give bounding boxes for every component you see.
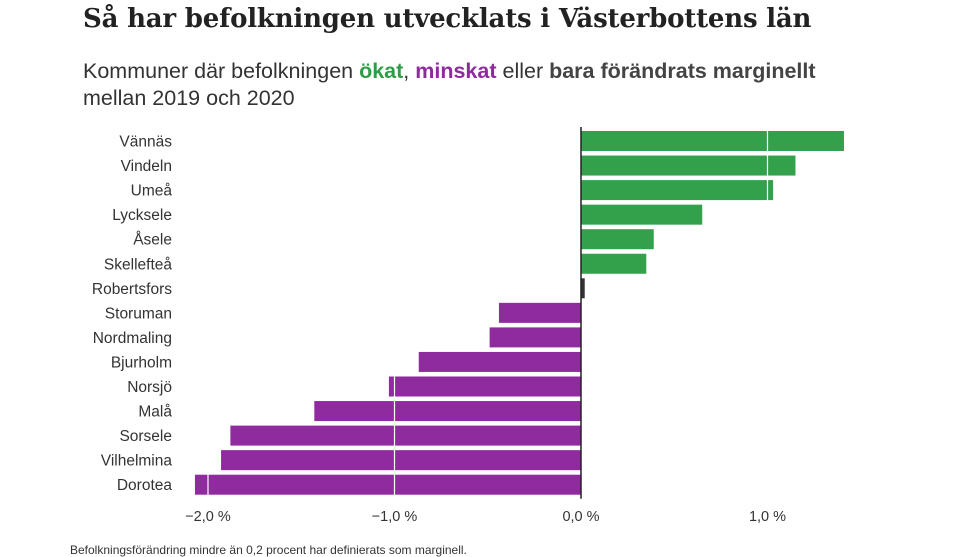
bar — [581, 278, 585, 299]
x-tick-label: −2,0 % — [185, 509, 231, 525]
bar — [581, 155, 796, 176]
subtitle-marginal: bara förändrats marginellt — [549, 59, 816, 83]
bar — [221, 450, 581, 471]
subtitle-separator: , — [403, 59, 416, 83]
bar — [489, 327, 581, 348]
bar — [230, 425, 581, 446]
bar — [194, 474, 581, 495]
footnote: Befolkningsförändring mindre än 0,2 proc… — [70, 543, 467, 557]
x-tick-label: 0,0 % — [562, 509, 599, 525]
chart-title: Så har befolkningen utvecklats i Västerb… — [83, 4, 812, 34]
bar — [388, 376, 581, 397]
category-label: Lycksele — [112, 207, 172, 224]
subtitle-increased: ökat — [359, 59, 404, 83]
bar — [581, 180, 774, 201]
category-label: Bjurholm — [111, 354, 172, 371]
bar — [314, 401, 581, 422]
category-label: Malå — [138, 404, 172, 421]
category-label: Storuman — [105, 305, 172, 322]
subtitle-text-1: Kommuner där befolkningen — [83, 59, 360, 83]
category-label: Skellefteå — [104, 256, 172, 273]
chart-subtitle: Kommuner där befolkningen ökat, minskat … — [83, 58, 843, 112]
bar — [498, 302, 581, 323]
category-label: Umeå — [131, 183, 173, 200]
bar — [581, 253, 647, 274]
category-label: Norsjö — [127, 379, 172, 396]
bar — [581, 229, 654, 250]
category-label: Robertsfors — [92, 281, 172, 298]
category-label: Vilhelmina — [101, 453, 173, 470]
bar — [581, 131, 844, 151]
category-label: Sorsele — [119, 428, 172, 445]
category-label: Vindeln — [121, 158, 172, 175]
x-tick-label: 1,0 % — [749, 509, 786, 525]
category-label: Dorotea — [117, 477, 173, 494]
category-label: Åsele — [133, 232, 172, 249]
x-tick-label: −1,0 % — [372, 509, 418, 525]
category-label: Vännäs — [119, 134, 172, 151]
bar — [418, 351, 581, 372]
subtitle-text-2: eller — [496, 59, 550, 83]
category-label: Nordmaling — [93, 330, 172, 347]
subtitle-decreased: minskat — [415, 59, 497, 83]
bar — [581, 204, 703, 225]
subtitle-text-3: mellan 2019 och 2020 — [83, 86, 295, 110]
